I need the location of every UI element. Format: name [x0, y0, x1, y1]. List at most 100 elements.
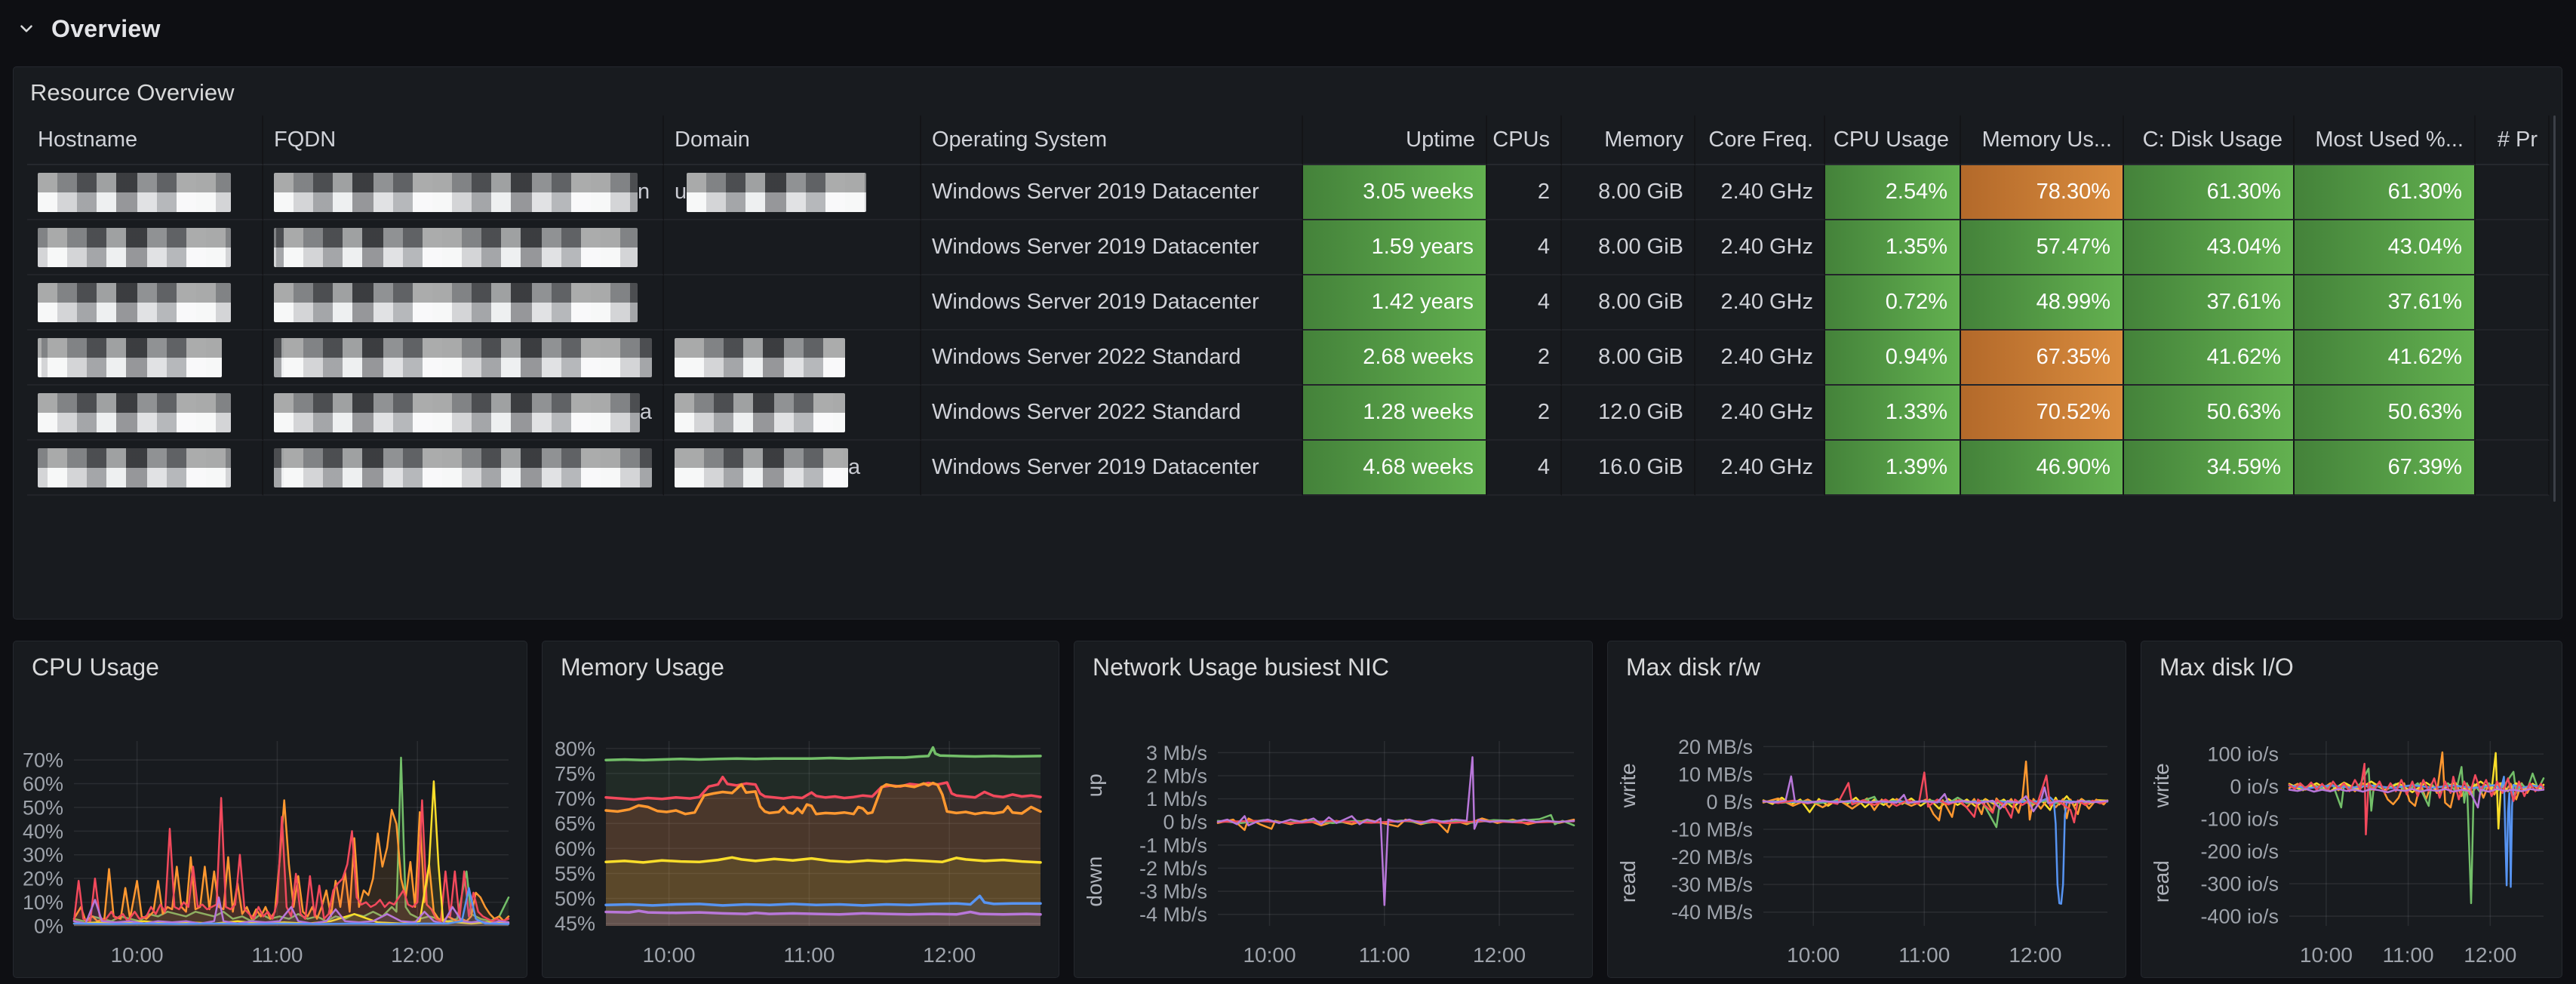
- table-header-cpu_usage[interactable]: CPU Usage: [1825, 115, 1961, 165]
- table-cell-os: Windows Server 2019 Datacenter: [921, 220, 1303, 275]
- table-header-hostname[interactable]: Hostname: [27, 115, 263, 165]
- status-cell-green: 1.59 years: [1303, 220, 1486, 274]
- status-cell-green: 2.68 weeks: [1303, 331, 1486, 384]
- x-tick-label: 12:00: [1473, 943, 1526, 967]
- table-cell-memory: 8.00 GiB: [1562, 275, 1695, 331]
- y-tick-label: 45%: [555, 912, 595, 935]
- redacted-value: [274, 172, 638, 212]
- status-cell-green: 2.54%: [1825, 165, 1960, 219]
- y-tick-label: 2 Mb/s: [1146, 764, 1207, 787]
- panel-title-cpu-usage[interactable]: CPU Usage: [32, 653, 159, 681]
- table-cell-core_freq: 2.40 GHz: [1695, 386, 1825, 441]
- table-cell-processes: [2476, 331, 2550, 386]
- y-tick-label: -20 MB/s: [1671, 846, 1753, 869]
- table-cell-cpus: 2: [1487, 165, 1562, 220]
- table-header-most_used[interactable]: Most Used %...: [2295, 115, 2476, 165]
- table-header-core_freq[interactable]: Core Freq.: [1695, 115, 1825, 165]
- redacted-value: [274, 337, 652, 377]
- table-cell-disk_usage: 37.61%: [2124, 275, 2295, 331]
- panel-title-network-usage[interactable]: Network Usage busiest NIC: [1093, 653, 1390, 681]
- panel-title-memory-usage[interactable]: Memory Usage: [561, 653, 724, 681]
- redacted-value: [38, 392, 231, 432]
- axis-label-top: write: [2150, 763, 2173, 808]
- y-tick-label: 80%: [555, 737, 595, 760]
- y-tick-label: 50%: [23, 796, 63, 819]
- table-cell-os: Windows Server 2019 Datacenter: [921, 441, 1303, 496]
- panel-title-max-disk-rw[interactable]: Max disk r/w: [1626, 653, 1760, 681]
- table-cell-cpus: 2: [1487, 386, 1562, 441]
- table-cell-cpu_usage: 0.94%: [1825, 331, 1961, 386]
- status-cell-green: 1.35%: [1825, 220, 1960, 274]
- table-cell-memory: 16.0 GiB: [1562, 441, 1695, 496]
- table-header-fqdn[interactable]: FQDN: [263, 115, 664, 165]
- table-header-os[interactable]: Operating System: [921, 115, 1303, 165]
- status-cell-green: 61.30%: [2124, 165, 2293, 219]
- y-tick-label: 0 b/s: [1163, 811, 1207, 834]
- table-cell-hostname: [27, 275, 263, 331]
- status-cell-orange: 70.52%: [1961, 386, 2123, 439]
- table-header-domain[interactable]: Domain: [664, 115, 921, 165]
- table-cell-uptime: 4.68 weeks: [1303, 441, 1487, 496]
- table-cell-memory: 12.0 GiB: [1562, 386, 1695, 441]
- y-tick-label: 70%: [555, 788, 595, 810]
- axis-label-bottom: read: [1616, 860, 1640, 903]
- table-cell-memory_usage: 67.35%: [1961, 331, 2124, 386]
- table-header-cpus[interactable]: CPUs: [1487, 115, 1562, 165]
- axis-label-bottom: down: [1083, 856, 1106, 907]
- status-cell-green: 41.62%: [2295, 331, 2474, 384]
- panel-title-resource-overview[interactable]: Resource Overview: [30, 79, 235, 106]
- table-header-processes[interactable]: # Pr: [2476, 115, 2550, 165]
- redacted-value: [687, 172, 867, 212]
- table-header-disk_usage[interactable]: C: Disk Usage: [2124, 115, 2295, 165]
- y-tick-label: -4 Mb/s: [1139, 903, 1207, 926]
- chart-svg: 100 io/s 0 io/s -100 io/s -200 io/s -300 io/…: [2150, 741, 2545, 967]
- table-cell-hostname: [27, 386, 263, 441]
- section-row-overview[interactable]: Overview: [17, 9, 161, 48]
- status-cell-green: 1.33%: [1825, 386, 1960, 439]
- x-tick-label: 10:00: [643, 943, 696, 967]
- table-header-memory[interactable]: Memory: [1562, 115, 1695, 165]
- table-scrollbar[interactable]: [2553, 115, 2556, 502]
- panel-memory-usage: Memory Usage 80% 75% 70% 65% 60% 55% 50% 45% 10:…: [542, 641, 1059, 978]
- y-tick-label: 20%: [23, 868, 63, 890]
- table-cell-cpus: 4: [1487, 220, 1562, 275]
- redacted-value: [274, 282, 638, 322]
- redacted-value: [274, 227, 638, 267]
- table-header-uptime[interactable]: Uptime: [1303, 115, 1487, 165]
- table-header-memory_usage[interactable]: Memory Us...: [1961, 115, 2124, 165]
- table-cell-processes: [2476, 220, 2550, 275]
- y-tick-label: 1 Mb/s: [1146, 788, 1207, 810]
- axis-label-top: up: [1083, 773, 1106, 797]
- status-cell-green: 48.99%: [1961, 275, 2123, 329]
- table-cell-cpus: 4: [1487, 441, 1562, 496]
- cpu-usage-chart: 70% 60% 50% 40% 30% 20% 10% 0% 10:00 11:00 12:00: [14, 641, 527, 977]
- redacted-value: [274, 392, 640, 432]
- y-tick-label: 60%: [23, 773, 63, 795]
- status-cell-green: 34.59%: [2124, 441, 2293, 494]
- chevron-down-icon: [20, 25, 32, 32]
- panel-title-max-disk-io[interactable]: Max disk I/O: [2159, 653, 2294, 681]
- status-cell-green: 43.04%: [2124, 220, 2293, 274]
- chart-svg: 70%60%50%40%30%20%10%0% 10:00 11:00 12:00: [23, 741, 510, 967]
- y-tick-label: 50%: [555, 887, 595, 910]
- status-cell-green: 41.62%: [2124, 331, 2293, 384]
- redacted-value: [38, 337, 222, 377]
- max-disk-io-chart: 100 io/s 0 io/s -100 io/s -200 io/s -300 io/…: [2141, 641, 2562, 977]
- status-cell-green: 0.72%: [1825, 275, 1960, 329]
- y-tick-label: -40 MB/s: [1671, 901, 1753, 924]
- x-tick-label: 11:00: [1359, 943, 1410, 967]
- max-disk-rw-chart: 20 MB/s 10 MB/s 0 B/s -10 MB/s -20 MB/s -30 M…: [1608, 641, 2126, 977]
- table-cell-fqdn: [263, 331, 664, 386]
- table-grid: Hostname FQDN Domain Operating System Uptime…: [27, 115, 2550, 496]
- table-cell-core_freq: 2.40 GHz: [1695, 165, 1825, 220]
- x-tick-label: 11:00: [783, 943, 835, 967]
- table-cell-fqdn: n: [263, 165, 664, 220]
- y-tick-label: 75%: [555, 762, 595, 785]
- table-cell-domain: [664, 275, 921, 331]
- table-cell-fqdn: [263, 441, 664, 496]
- x-tick-label: 12:00: [391, 943, 444, 967]
- table-cell-cpu_usage: 2.54%: [1825, 165, 1961, 220]
- table-cell-memory_usage: 46.90%: [1961, 441, 2124, 496]
- table-cell-memory_usage: 78.30%: [1961, 165, 2124, 220]
- memory-usage-chart: 80% 75% 70% 65% 60% 55% 50% 45% 10:00 11:00 12:00: [543, 641, 1059, 977]
